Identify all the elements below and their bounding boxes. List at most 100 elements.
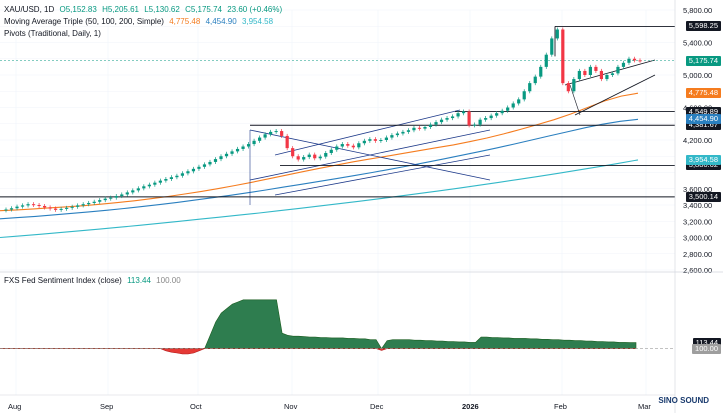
candle-body — [484, 118, 488, 120]
candle-body — [65, 207, 69, 209]
y-tick-label: 5,800.00 — [683, 6, 712, 15]
x-tick-label: 2026 — [462, 402, 479, 411]
candle-body — [59, 208, 63, 210]
legend-indicator: FXS Fed Sentiment Index (close) 113.44 1… — [4, 276, 184, 285]
legend-ma100: 4,454.90 — [205, 17, 237, 26]
y-tick-label: 5,400.00 — [683, 39, 712, 48]
candle-body — [621, 62, 626, 67]
candle-body — [98, 200, 102, 202]
candle-body — [258, 137, 262, 141]
pivot-lines — [0, 25, 675, 198]
candle-body — [517, 99, 521, 104]
x-tick-label: Aug — [8, 402, 21, 411]
candle-body — [627, 58, 631, 63]
candle-body — [76, 205, 80, 207]
candle-body — [539, 66, 543, 77]
candle-body — [180, 173, 185, 176]
candle-body — [616, 66, 620, 74]
candle-body — [632, 58, 637, 61]
candle-body — [445, 118, 449, 120]
candle-body — [428, 124, 433, 127]
candle-body — [362, 140, 366, 144]
candle-body — [142, 186, 146, 189]
legend-pivots-label: Pivots (Traditional, Daily, 1) — [4, 29, 101, 38]
legend-symbol: XAU/USD, 1D — [4, 5, 55, 14]
legend-indicator-label: FXS Fed Sentiment Index (close) — [4, 276, 122, 285]
candle-body — [197, 166, 201, 169]
price-tag: 4,775.48 — [685, 88, 721, 99]
pivot-tag: 3,886.62 — [685, 160, 721, 171]
candle-body — [450, 116, 455, 119]
candle-body — [4, 209, 8, 211]
candle-body — [164, 179, 168, 181]
candle-body — [357, 143, 361, 148]
y-tick-label: 3,200.00 — [683, 217, 712, 226]
candle-body — [114, 196, 118, 198]
y-tick-label: 4,200.00 — [683, 136, 712, 145]
candle-body — [252, 140, 256, 145]
legend-open: O5,152.83 — [59, 5, 97, 14]
legend-pivots: Pivots (Traditional, Daily, 1) — [4, 29, 104, 38]
y-tick-label: 3,000.00 — [683, 234, 712, 243]
ma50-line — [0, 92, 639, 212]
candle-body — [423, 127, 427, 129]
candle-body — [291, 148, 295, 157]
candle-body — [340, 144, 344, 147]
legend-ma200: 3,954.58 — [241, 17, 274, 26]
candle-body — [158, 180, 162, 183]
candle-body — [335, 146, 339, 150]
candle-body — [561, 29, 565, 84]
y-tick-label: 2,800.00 — [683, 250, 712, 259]
candle-body — [412, 127, 416, 131]
candle-body — [467, 111, 471, 126]
candle-body — [81, 204, 85, 206]
candle-body — [594, 66, 598, 71]
candle-body — [599, 70, 604, 80]
candle-body — [54, 208, 58, 210]
candle-body — [153, 182, 157, 185]
candle-body — [605, 75, 609, 80]
candle-body — [109, 197, 113, 199]
trend-channel — [249, 59, 656, 205]
candle-body — [588, 66, 592, 75]
candle-body — [307, 154, 311, 158]
sentiment-negative-area — [0, 348, 636, 355]
y-tick-label: 2,600.00 — [683, 266, 712, 275]
sentiment-value-tag: 113.44 — [692, 337, 721, 348]
candle-body — [202, 164, 207, 167]
candle-body — [15, 206, 19, 209]
candle-body — [175, 175, 179, 178]
candle-body — [324, 153, 328, 157]
candle-body — [186, 171, 190, 174]
candle-body — [550, 38, 554, 55]
legend-ma-label: Moving Average Triple (50, 100, 200, Sim… — [4, 17, 164, 26]
candle-body — [296, 156, 300, 160]
candle-body — [495, 113, 499, 116]
candle-body — [528, 83, 532, 92]
candle-body — [213, 159, 218, 162]
candle-body — [566, 83, 570, 92]
candle-body — [555, 29, 559, 39]
pivot-tag: 4,381.67 — [685, 120, 721, 131]
legend-ma50: 4,775.48 — [169, 17, 201, 26]
candle-body — [37, 205, 41, 206]
candle-body — [131, 190, 135, 193]
candle-body — [638, 60, 642, 62]
candle-body — [147, 184, 151, 187]
candles — [4, 27, 642, 213]
candle-body — [42, 205, 47, 208]
candle-body — [522, 91, 526, 100]
candle-body — [235, 148, 240, 152]
candle-body — [506, 107, 510, 111]
candle-body — [302, 157, 306, 160]
candle-body — [473, 124, 477, 126]
candle-body — [70, 206, 74, 208]
candle-body — [461, 111, 466, 114]
candle-body — [417, 127, 422, 129]
candle-body — [511, 103, 515, 108]
legend-low: L5,130.62 — [144, 5, 180, 14]
pivot-tag: 5,598.25 — [685, 21, 721, 32]
y-tick-label: 3,400.00 — [683, 201, 712, 210]
watermark: SINO SOUND — [658, 396, 709, 405]
candle-body — [346, 144, 350, 146]
